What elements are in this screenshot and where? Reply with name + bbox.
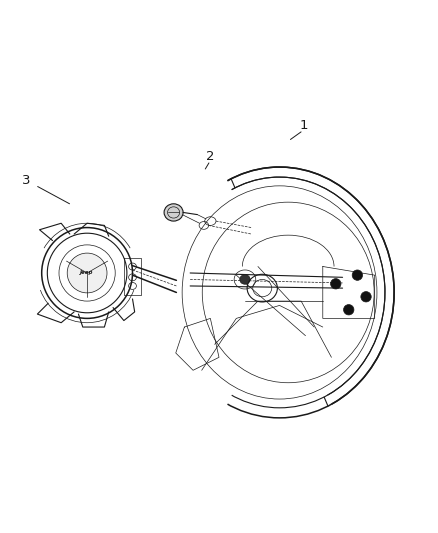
Ellipse shape: [67, 253, 107, 293]
Ellipse shape: [164, 204, 183, 221]
Ellipse shape: [240, 274, 250, 284]
Ellipse shape: [331, 279, 341, 289]
Ellipse shape: [361, 292, 371, 302]
Ellipse shape: [343, 304, 354, 315]
Ellipse shape: [352, 270, 363, 280]
Text: Jeep: Jeep: [80, 270, 94, 276]
Text: 1: 1: [299, 119, 307, 133]
Text: 2: 2: [206, 150, 215, 163]
Text: 3: 3: [22, 174, 31, 187]
